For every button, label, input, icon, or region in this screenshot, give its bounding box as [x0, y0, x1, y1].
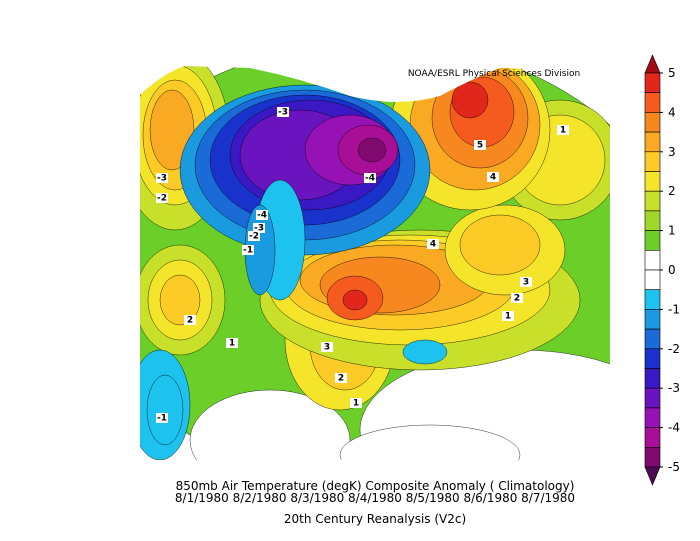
colorbar-cap [644, 54, 661, 74]
colorbar-cap [644, 466, 661, 486]
contour-label-box [474, 140, 486, 150]
caption-source: 20th Century Reanalysis (V2c) [284, 512, 466, 526]
anomaly-region [159, 274, 201, 326]
contour-label-box [364, 173, 376, 183]
anomaly-region [451, 81, 489, 119]
contour-label: -1 [243, 246, 253, 256]
colorbar-tick-label: 1 [668, 224, 676, 238]
contour-label: -4 [257, 211, 267, 221]
colorbar-band [644, 387, 661, 409]
contour-label-box [156, 193, 168, 203]
contour-label: 3 [324, 343, 330, 353]
contour-label-box [511, 293, 523, 303]
colorbar-tick-label: 5 [668, 66, 676, 80]
colorbar-tick-label: -2 [668, 342, 680, 356]
colorbar-band [644, 250, 661, 271]
anomaly-region [339, 424, 521, 460]
colorbar-band [644, 230, 661, 251]
colorbar-band [644, 446, 661, 468]
contour-label-box [502, 311, 514, 321]
colorbar-band [644, 328, 661, 350]
contour-label-box [335, 373, 347, 383]
colorbar-band [644, 92, 661, 113]
contour-label-box [248, 231, 260, 241]
colorbar-band [644, 269, 661, 291]
contour-label-box [277, 107, 289, 117]
colorbar-band [644, 131, 661, 153]
anomaly-region [342, 289, 368, 311]
anomaly-region [146, 374, 184, 446]
anomaly-region [459, 214, 541, 276]
contour-label-box [156, 413, 168, 423]
caption-title: 850mb Air Temperature (degK) Composite A… [176, 479, 575, 493]
colorbar-tick-label: 0 [668, 263, 676, 277]
colorbar-band [644, 151, 661, 172]
credit: NOAA/ESRL Physical Sciences Division [408, 69, 580, 79]
contour-label: 4 [430, 240, 436, 250]
colorbar-tick-label: -3 [668, 381, 680, 395]
colorbar-tick-label: -1 [668, 302, 680, 316]
contour-label-box [520, 277, 532, 287]
contour-label-box [184, 315, 196, 325]
contour-label-box [487, 172, 499, 182]
contour-label: 2 [338, 374, 344, 384]
colorbar-band [644, 368, 661, 389]
contour-label-box [226, 338, 238, 348]
contour-label: -3 [157, 174, 167, 184]
anomaly-field [140, 66, 610, 460]
contour-label: -3 [254, 224, 264, 234]
contour-label-box [427, 239, 439, 249]
contour-label-box [256, 210, 268, 220]
colorbar-band [644, 210, 661, 231]
colorbar-band [644, 72, 661, 94]
colorbar-band [644, 348, 661, 369]
colorbar-band [644, 309, 661, 330]
contour-label: 1 [229, 339, 235, 349]
colorbar-band [644, 112, 661, 133]
contour-label: -2 [249, 232, 259, 242]
contour-label-box [557, 125, 569, 135]
contour-label: 2 [187, 316, 193, 326]
colorbar-tick-label: -4 [668, 421, 680, 435]
colorbar-band [644, 190, 661, 212]
colorbar-tick-label: 4 [668, 105, 676, 119]
contour-label: 3 [523, 278, 529, 288]
colorbar-band [644, 407, 661, 428]
colorbar-tick-label: 3 [668, 145, 676, 159]
colorbar: 5 4 3 2 1 0 -1 -2 -3 -4 -5 [644, 54, 680, 486]
colorbar-band [644, 171, 661, 192]
anomaly-region [149, 89, 195, 171]
contour-label-box [253, 223, 265, 233]
colorbar-band [644, 427, 661, 448]
contour-label: -2 [157, 194, 167, 204]
contour-label-box [350, 398, 362, 408]
contour-label-box [156, 173, 168, 183]
anomaly-region [357, 137, 387, 163]
contour-label: -4 [365, 174, 375, 184]
contour-label: 1 [560, 126, 566, 136]
colorbar-tick-label: 2 [668, 184, 676, 198]
contour-label: 4 [490, 173, 496, 183]
colorbar-band [644, 289, 661, 310]
contour-label: 5 [477, 141, 483, 151]
contour-label-box [242, 245, 254, 255]
colorbar-tick-label: -5 [668, 460, 680, 474]
contour-label-box [321, 342, 333, 352]
contour-label: -1 [157, 414, 167, 424]
anomaly-region [189, 389, 351, 460]
anomaly-region [402, 339, 448, 365]
contour-label: 1 [353, 399, 359, 409]
caption-dates: 8/1/1980 8/2/1980 8/3/1980 8/4/1980 8/5/… [175, 491, 575, 505]
contour-label: 1 [505, 312, 511, 322]
contour-label: 2 [514, 294, 520, 304]
contour-label: -3 [278, 108, 288, 118]
